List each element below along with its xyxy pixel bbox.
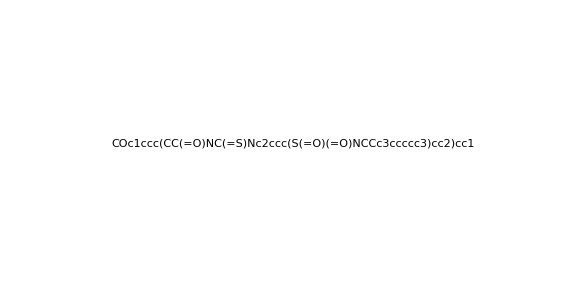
Text: COc1ccc(CC(=O)NC(=S)Nc2ccc(S(=O)(=O)NCCc3ccccc3)cc2)cc1: COc1ccc(CC(=O)NC(=S)Nc2ccc(S(=O)(=O)NCCc… — [111, 139, 475, 149]
